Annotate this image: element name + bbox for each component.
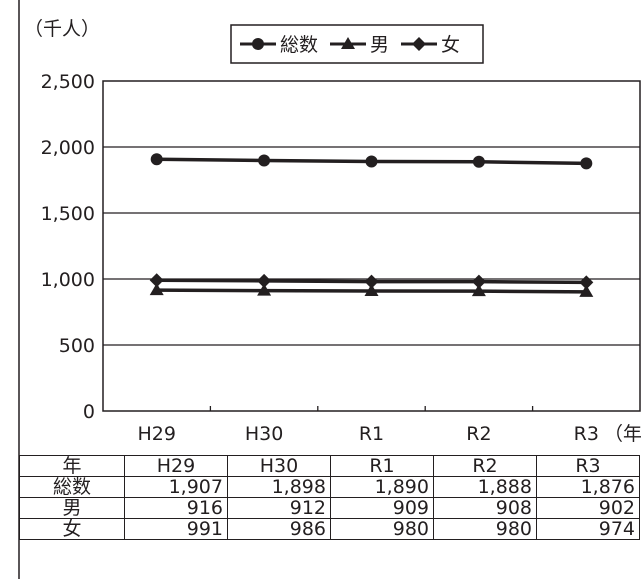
table-row: 男 916 912 909 908 902 (19, 497, 640, 519)
legend: 総数 男 女 (230, 24, 484, 64)
table-row-label: 男 (19, 497, 125, 519)
x-tick-label: R3 (574, 423, 599, 445)
data-point-marker (258, 154, 271, 167)
x-unit-label: （年） (604, 423, 641, 445)
data-point-marker (471, 284, 486, 297)
y-tick-label: 500 (59, 335, 95, 357)
table-row: 総数 1,907 1,898 1,890 1,888 1,876 (19, 476, 640, 498)
table-header-row: 年 H29 H30 R1 R2 R3 (19, 455, 640, 477)
table-row-label: 女 (19, 518, 125, 540)
y-axis: 0 500 1,000 1,500 2,000 2,500 (41, 71, 95, 423)
table-cell: 986 (227, 518, 331, 540)
data-point-marker (579, 275, 594, 290)
table-cell: 991 (124, 518, 228, 540)
data-point-marker (149, 283, 164, 296)
y-tick-label: 0 (83, 401, 95, 423)
data-point-marker (364, 274, 379, 289)
table-col-header: H30 (227, 455, 331, 477)
table-cell: 974 (536, 518, 640, 540)
table-col-header: R2 (433, 455, 537, 477)
legend-item: 女 (401, 34, 460, 56)
table-cell: 980 (433, 518, 537, 540)
y-unit-label: （千人） (24, 18, 100, 40)
table-cell: 1,876 (536, 476, 640, 498)
y-tick-label: 1,500 (41, 203, 95, 225)
x-tick-label: H30 (245, 423, 283, 445)
plot-area (102, 80, 641, 412)
table-cell: 908 (433, 497, 537, 519)
table-cell: 1,890 (330, 476, 434, 498)
series-triangle (149, 283, 594, 297)
data-point-marker (149, 273, 164, 288)
table-cell: 1,898 (227, 476, 331, 498)
table-row-label: 総数 (19, 476, 125, 498)
table-cell: 909 (330, 497, 434, 519)
y-tick-label: 2,500 (41, 71, 95, 93)
table-cell: 1,907 (124, 476, 228, 498)
data-point-marker (365, 155, 378, 168)
table-col-header: H29 (124, 455, 228, 477)
table-cell: 1,888 (433, 476, 537, 498)
table-col-header: R1 (330, 455, 434, 477)
data-point-marker (580, 157, 593, 170)
x-tick-label: R2 (466, 423, 491, 445)
data-table: 年 H29 H30 R1 R2 R3 総数 1,907 1,898 1,890 … (19, 455, 640, 540)
legend-item: 男 (330, 34, 389, 56)
x-tick-label: R1 (359, 423, 384, 445)
table-header-label: 年 (19, 455, 125, 477)
data-point-marker (364, 284, 379, 297)
legend-label: 女 (441, 34, 460, 56)
table-cell: 916 (124, 497, 228, 519)
series-diamond (149, 273, 594, 290)
series-lines (149, 153, 594, 297)
table-col-header: R3 (536, 455, 640, 477)
y-tick-label: 1,000 (41, 269, 95, 291)
data-point-marker (579, 284, 594, 297)
table-cell: 912 (227, 497, 331, 519)
data-point-marker (252, 38, 264, 50)
table-row: 女 991 986 980 980 974 (19, 518, 640, 540)
data-point-marker (472, 155, 485, 168)
legend-label: 総数 (280, 34, 318, 56)
data-point-marker (412, 37, 426, 51)
table-cell: 902 (536, 497, 640, 519)
table-cell: 980 (330, 518, 434, 540)
data-point-marker (341, 37, 355, 49)
y-tick-label: 2,000 (41, 137, 95, 159)
legend-item: 総数 (240, 34, 318, 56)
data-point-marker (471, 274, 486, 289)
data-point-marker (257, 283, 272, 296)
data-point-marker (150, 153, 163, 166)
legend-label: 男 (370, 34, 389, 56)
series-circle (150, 153, 593, 170)
x-axis: H29 H30 R1 R2 R3 (137, 406, 599, 445)
x-tick-label: H29 (137, 423, 175, 445)
data-point-marker (257, 273, 272, 288)
